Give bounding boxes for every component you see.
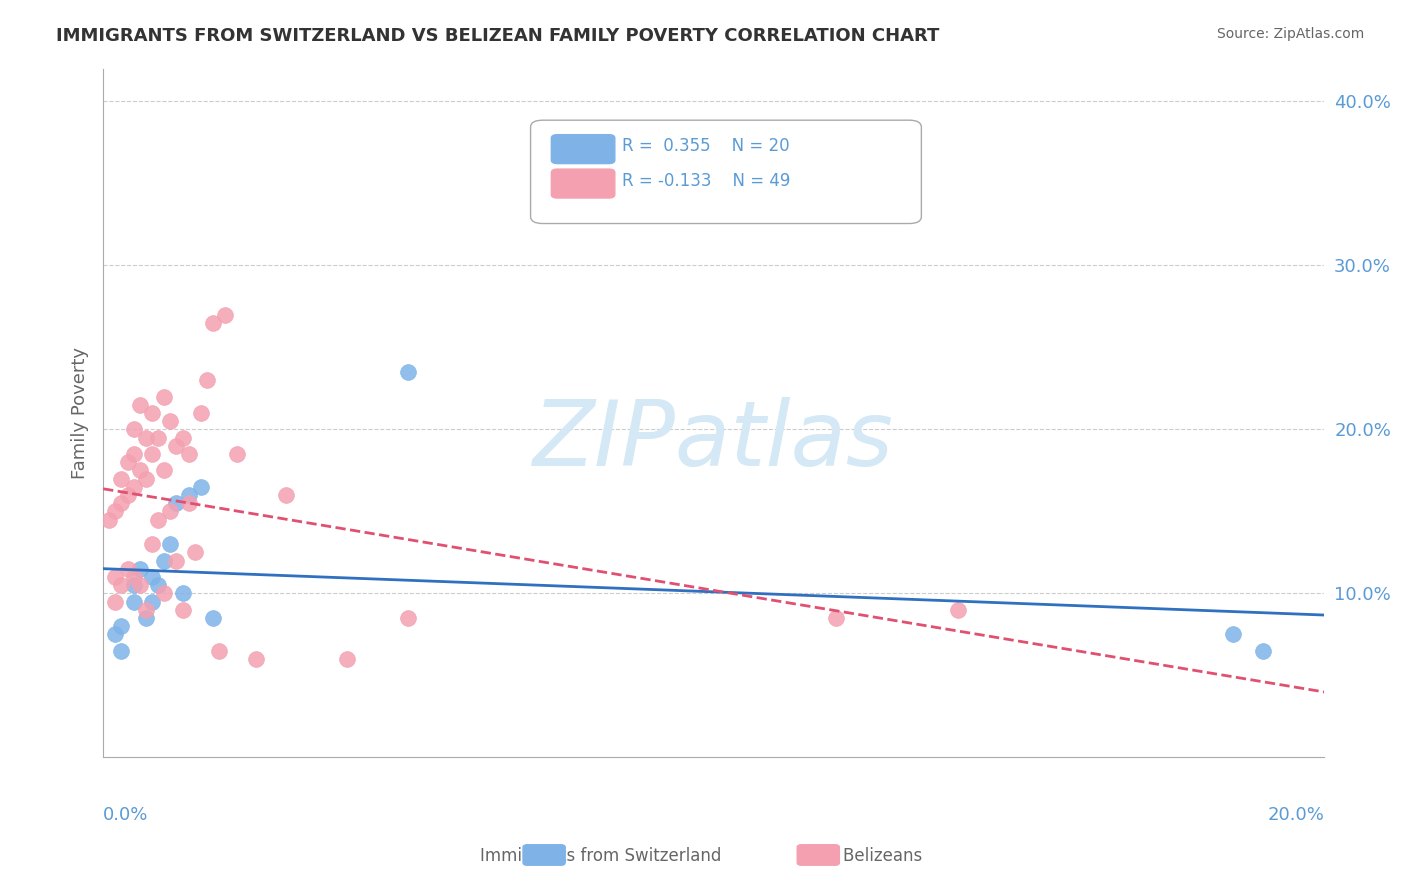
Point	[336, 652, 359, 666]
Point	[172, 603, 194, 617]
Text: Belizeans: Belizeans	[821, 847, 922, 865]
Point	[122, 422, 145, 436]
Point	[195, 373, 218, 387]
Point	[110, 619, 132, 633]
Point	[110, 644, 132, 658]
Text: Immigrants from Switzerland: Immigrants from Switzerland	[460, 847, 721, 865]
Text: R = -0.133    N = 49: R = -0.133 N = 49	[623, 172, 790, 190]
Point	[202, 316, 225, 330]
Point	[226, 447, 249, 461]
Point	[122, 594, 145, 608]
Point	[190, 480, 212, 494]
Point	[141, 594, 163, 608]
Text: ZIPatlas: ZIPatlas	[533, 397, 894, 484]
Point	[398, 611, 420, 625]
Point	[398, 365, 420, 379]
Point	[177, 488, 200, 502]
Point	[946, 603, 969, 617]
Point	[104, 627, 127, 641]
Point	[146, 578, 169, 592]
Point	[122, 447, 145, 461]
Point	[825, 611, 848, 625]
Point	[159, 414, 181, 428]
Point	[183, 545, 205, 559]
Point	[110, 472, 132, 486]
Point	[177, 496, 200, 510]
Point	[153, 553, 176, 567]
Point	[146, 431, 169, 445]
Point	[110, 496, 132, 510]
Point	[141, 447, 163, 461]
FancyBboxPatch shape	[551, 135, 614, 163]
Point	[208, 644, 231, 658]
Y-axis label: Family Poverty: Family Poverty	[72, 347, 89, 479]
Point	[245, 652, 267, 666]
Point	[122, 570, 145, 584]
Point	[190, 406, 212, 420]
Point	[122, 480, 145, 494]
Point	[146, 512, 169, 526]
Point	[135, 431, 157, 445]
Point	[117, 488, 139, 502]
Point	[165, 496, 187, 510]
Point	[128, 463, 150, 477]
Text: IMMIGRANTS FROM SWITZERLAND VS BELIZEAN FAMILY POVERTY CORRELATION CHART: IMMIGRANTS FROM SWITZERLAND VS BELIZEAN …	[56, 27, 939, 45]
Point	[276, 488, 298, 502]
Point	[141, 406, 163, 420]
Point	[172, 431, 194, 445]
Point	[172, 586, 194, 600]
Point	[153, 390, 176, 404]
Point	[104, 504, 127, 518]
Point	[141, 570, 163, 584]
Point	[153, 463, 176, 477]
Text: R =  0.355    N = 20: R = 0.355 N = 20	[623, 137, 790, 155]
Text: Source: ZipAtlas.com: Source: ZipAtlas.com	[1216, 27, 1364, 41]
Text: 0.0%: 0.0%	[103, 805, 149, 823]
Point	[165, 439, 187, 453]
Point	[128, 398, 150, 412]
FancyBboxPatch shape	[551, 169, 614, 198]
Point	[159, 537, 181, 551]
Point	[165, 553, 187, 567]
Point	[104, 594, 127, 608]
Point	[104, 570, 127, 584]
Point	[1253, 644, 1275, 658]
Text: 20.0%: 20.0%	[1268, 805, 1324, 823]
Point	[214, 308, 236, 322]
Point	[98, 512, 121, 526]
Point	[128, 562, 150, 576]
Point	[177, 447, 200, 461]
Point	[1222, 627, 1244, 641]
Point	[135, 472, 157, 486]
Point	[122, 578, 145, 592]
Point	[202, 611, 225, 625]
Point	[128, 578, 150, 592]
Point	[159, 504, 181, 518]
FancyBboxPatch shape	[530, 120, 921, 224]
Point	[117, 455, 139, 469]
Point	[117, 562, 139, 576]
Point	[153, 586, 176, 600]
Point	[110, 578, 132, 592]
Point	[141, 537, 163, 551]
Point	[135, 611, 157, 625]
Point	[135, 603, 157, 617]
